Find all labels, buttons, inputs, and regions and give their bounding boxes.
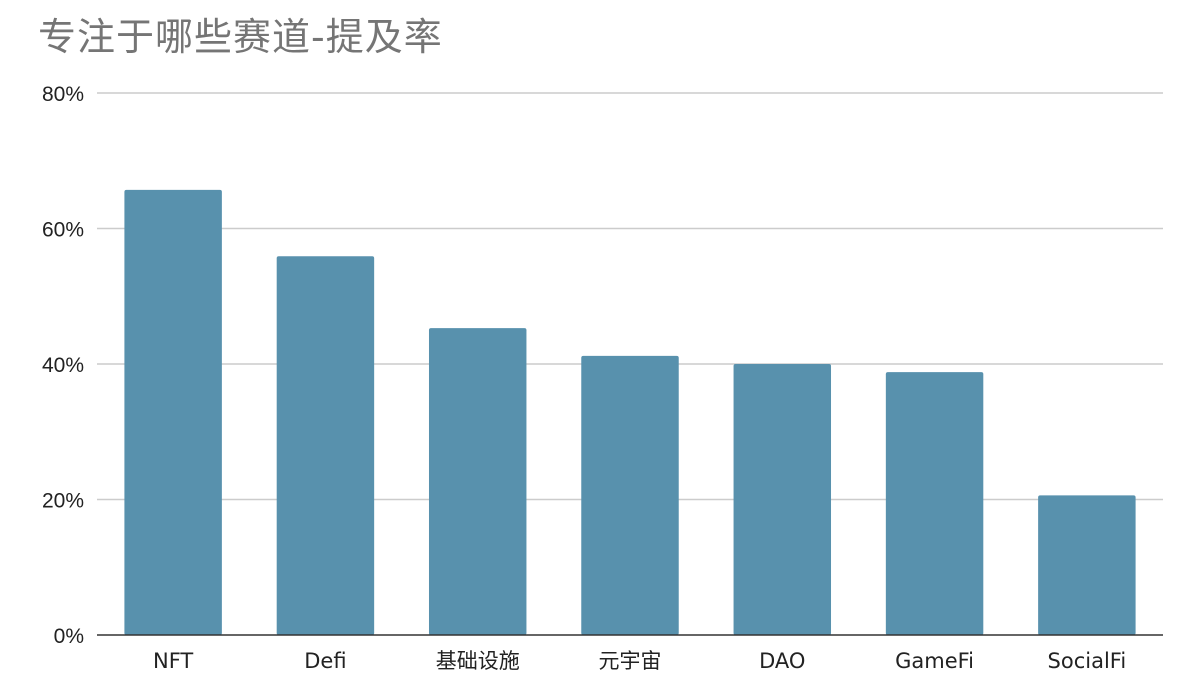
x-tick-labels: NFT Defi 基础设施 元宇宙 DAO GameFi SocialFi <box>153 649 1126 673</box>
bar <box>581 355 679 635</box>
y-tick-label: 80% <box>42 83 84 106</box>
bar <box>276 256 375 635</box>
x-tick-label: Defi <box>304 649 346 673</box>
y-tick-label: 40% <box>42 354 84 377</box>
bar <box>1038 495 1136 635</box>
x-tick-label: NFT <box>153 649 193 673</box>
x-tick-label: DAO <box>759 649 805 673</box>
bar <box>733 364 832 635</box>
y-tick-label: 60% <box>42 219 84 242</box>
y-tick-label: 0% <box>54 625 84 648</box>
x-tick-label: 元宇宙 <box>599 649 662 673</box>
bar <box>885 372 984 635</box>
x-tick-label: 基础设施 <box>436 649 520 673</box>
x-tick-label: SocialFi <box>1048 649 1127 673</box>
bar <box>124 189 222 635</box>
x-tick-label: GameFi <box>895 649 974 673</box>
bar <box>428 328 527 635</box>
y-tick-label: 20% <box>42 490 84 513</box>
y-tick-labels: 0% 20% 40% 60% 80% <box>42 83 84 648</box>
chart-title: 专注于哪些赛道-提及率 <box>38 15 443 59</box>
bars <box>124 189 1136 635</box>
